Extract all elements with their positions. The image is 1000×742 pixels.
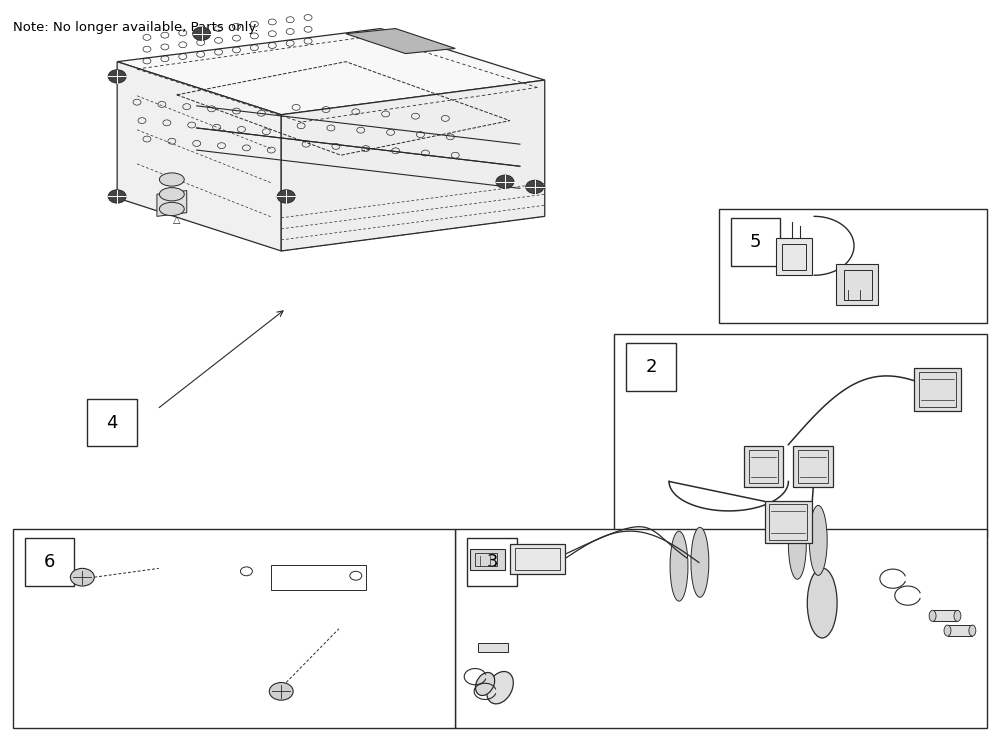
Ellipse shape [487, 672, 513, 704]
Polygon shape [147, 579, 164, 598]
Polygon shape [346, 28, 455, 53]
Polygon shape [411, 577, 420, 628]
Polygon shape [117, 28, 545, 115]
Text: △: △ [173, 215, 181, 225]
Text: Note: No longer available, Parts only.: Note: No longer available, Parts only. [13, 22, 258, 34]
Bar [719, 209, 987, 323]
Polygon shape [117, 62, 281, 251]
Ellipse shape [691, 528, 709, 597]
Ellipse shape [809, 505, 827, 575]
Bar [470, 549, 505, 570]
Ellipse shape [159, 173, 184, 186]
Text: 5: 5 [750, 233, 761, 251]
Polygon shape [679, 562, 818, 611]
Circle shape [108, 70, 126, 83]
Bar [467, 538, 517, 586]
Bar [776, 238, 812, 275]
Ellipse shape [159, 188, 184, 201]
Bar [271, 565, 366, 591]
Polygon shape [744, 447, 783, 487]
Polygon shape [914, 368, 961, 411]
Polygon shape [147, 549, 411, 585]
Circle shape [496, 175, 514, 188]
Bar [25, 538, 74, 586]
Bar [782, 243, 806, 270]
Polygon shape [164, 581, 411, 598]
Ellipse shape [476, 672, 495, 695]
Ellipse shape [788, 509, 806, 580]
Polygon shape [157, 191, 187, 217]
Ellipse shape [969, 625, 976, 636]
Ellipse shape [670, 531, 688, 601]
Circle shape [193, 27, 211, 40]
Text: 2: 2 [645, 358, 657, 376]
Circle shape [70, 568, 94, 586]
Bar [836, 264, 878, 305]
Bar [626, 343, 676, 391]
Bar [948, 625, 972, 636]
Ellipse shape [944, 625, 951, 636]
Ellipse shape [159, 203, 184, 216]
Ellipse shape [929, 611, 936, 621]
Circle shape [269, 683, 293, 700]
Bar [933, 611, 957, 621]
Text: 4: 4 [106, 413, 118, 432]
Bar [510, 544, 565, 574]
Bar [87, 398, 137, 447]
Bar [455, 529, 987, 728]
Ellipse shape [954, 611, 961, 621]
Bar [614, 334, 987, 536]
Polygon shape [765, 501, 812, 543]
Ellipse shape [807, 568, 837, 638]
Polygon shape [371, 625, 420, 632]
Circle shape [277, 190, 295, 203]
Circle shape [108, 190, 126, 203]
Polygon shape [793, 447, 833, 487]
Text: 6: 6 [44, 553, 55, 571]
Circle shape [526, 180, 544, 194]
Polygon shape [495, 600, 719, 714]
Bar [515, 548, 560, 570]
Text: 3: 3 [486, 553, 498, 571]
Bar [478, 643, 508, 652]
Bar [731, 218, 780, 266]
Polygon shape [281, 80, 545, 251]
Bar [844, 270, 872, 300]
Bar [13, 529, 455, 728]
Bar [475, 553, 497, 566]
